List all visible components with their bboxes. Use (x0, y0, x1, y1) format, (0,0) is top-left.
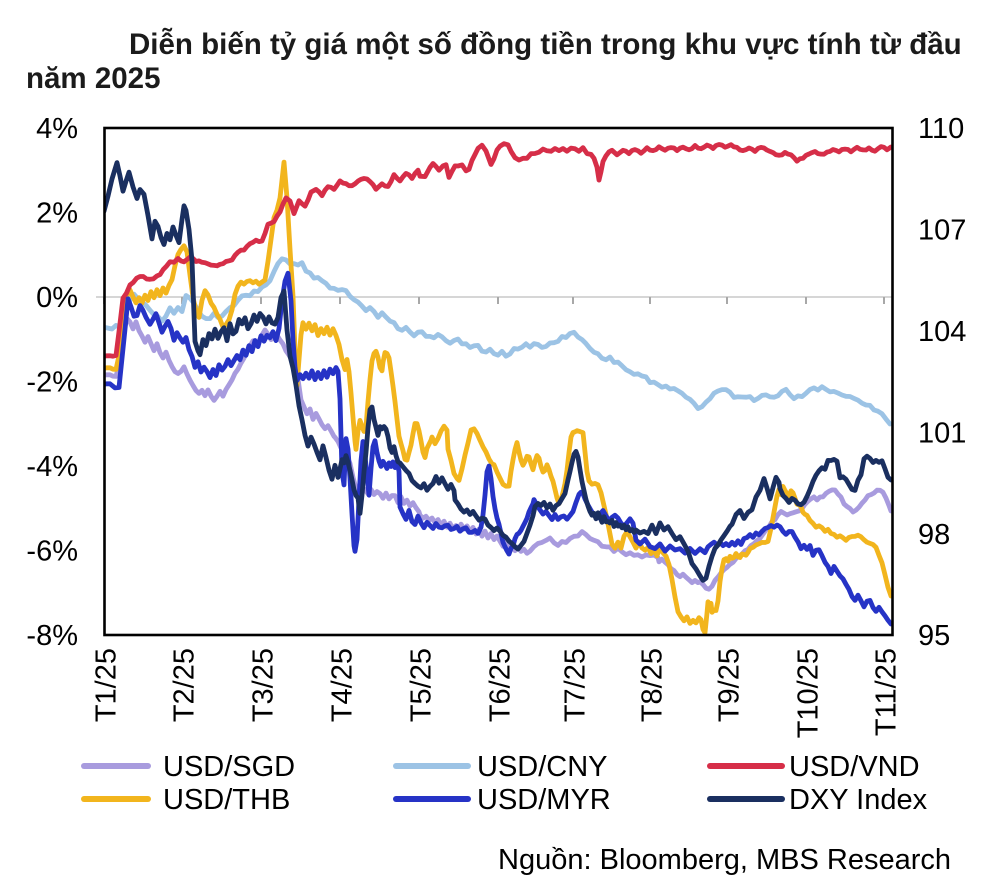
svg-text:USD/THB: USD/THB (163, 784, 290, 816)
svg-text:-6%: -6% (26, 536, 78, 568)
svg-text:4%: 4% (36, 113, 78, 145)
svg-text:USD/MYR: USD/MYR (477, 784, 611, 816)
svg-text:98: 98 (918, 519, 950, 551)
svg-text:T10/25: T10/25 (793, 648, 825, 738)
svg-text:DXY Index: DXY Index (789, 784, 928, 816)
svg-text:-2%: -2% (26, 367, 78, 399)
svg-text:T9/25: T9/25 (714, 648, 746, 722)
svg-text:95: 95 (918, 620, 950, 652)
svg-text:T1/25: T1/25 (91, 648, 123, 722)
svg-text:USD/CNY: USD/CNY (477, 751, 608, 783)
svg-text:T5/25: T5/25 (406, 648, 438, 722)
svg-text:107: 107 (918, 215, 966, 247)
svg-text:0%: 0% (36, 282, 78, 314)
svg-text:USD/VND: USD/VND (789, 751, 920, 783)
svg-text:T8/25: T8/25 (637, 648, 669, 722)
svg-text:-4%: -4% (26, 451, 78, 483)
svg-text:USD/SGD: USD/SGD (163, 751, 295, 783)
svg-text:101: 101 (918, 417, 966, 449)
svg-text:T4/25: T4/25 (327, 648, 359, 722)
svg-text:T7/25: T7/25 (560, 648, 592, 722)
svg-text:T6/25: T6/25 (485, 648, 517, 722)
svg-text:T2/25: T2/25 (169, 648, 201, 722)
svg-text:2%: 2% (36, 198, 78, 230)
svg-text:104: 104 (918, 316, 966, 348)
svg-text:Nguồn: Bloomberg, MBS Research: Nguồn: Bloomberg, MBS Research (498, 844, 951, 876)
svg-text:T11/25: T11/25 (871, 648, 903, 736)
svg-text:110: 110 (918, 113, 964, 145)
svg-text:T3/25: T3/25 (248, 648, 280, 722)
svg-text:-8%: -8% (26, 620, 78, 652)
